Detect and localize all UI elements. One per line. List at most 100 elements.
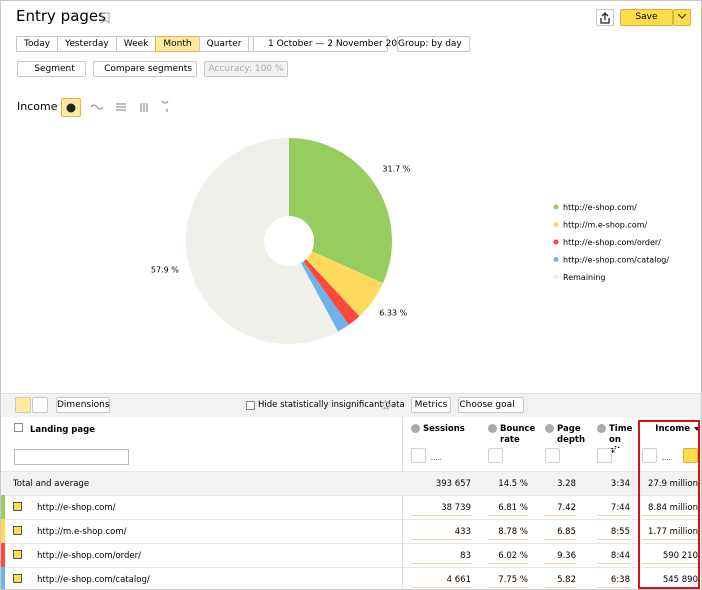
cell: 6.02 % [488,551,528,561]
period-button[interactable]: Today [16,36,58,52]
cell-bar [545,539,576,540]
checkbox[interactable] [246,401,255,410]
percent-toggle [431,451,441,460]
save-button[interactable]: Save [620,9,673,26]
cell: 3.28 [545,479,576,489]
save-menu[interactable] [673,9,691,26]
cell-bar [488,587,528,588]
view-icons[interactable] [89,101,179,113]
cell: 433 [411,527,471,537]
checkbox[interactable] [14,423,23,432]
compare-button[interactable]: Compare segments [93,61,197,77]
pie-chart: 31.7 %http://e-shop.com/6.33 %http://m.e… [1,121,701,391]
chart-title: Income [17,100,57,113]
row-checkbox[interactable] [13,574,22,583]
row-label[interactable]: http://m.e-shop.com/ [37,527,126,537]
cell: 4 661 [411,575,471,585]
cell-bar [597,587,630,588]
cell-bar [411,515,471,516]
row-checkbox[interactable] [13,502,22,511]
cell: 7:44 [597,503,630,513]
highlight-box [638,420,700,589]
tree-view[interactable] [32,397,48,413]
legend-label[interactable]: http://e-shop.com/ [563,203,637,212]
date-range[interactable]: 1 October — 2 November 2015 [253,36,388,52]
row-color [1,543,5,567]
pie-hole [264,216,314,266]
group-select[interactable]: Group: by day [397,36,470,52]
cell: 9.36 [545,551,576,561]
column-header[interactable]: Page depth [557,424,578,446]
legend-swatch [554,205,559,210]
gear-icon[interactable] [381,400,391,410]
pie-view[interactable] [61,98,81,117]
cell: 8.78 % [488,527,528,537]
cell-bar [597,515,630,516]
cell: 8:44 [597,551,630,561]
legend-label[interactable]: Remaining [563,273,605,282]
column-header[interactable]: Sessions [423,424,473,435]
row-checkbox[interactable] [13,550,22,559]
info-icon [545,424,554,433]
cell: 3:34 [597,479,630,489]
period-button[interactable]: Week [116,36,157,52]
export-button[interactable] [596,9,614,26]
period-button[interactable]: Quarter [199,36,250,52]
row-color [1,519,5,543]
bar-toggle[interactable] [561,448,576,463]
legend-label[interactable]: http://e-shop.com/catalog/ [563,256,669,265]
cell: 5.82 [545,575,576,585]
slice-label: 6.33 % [379,308,407,317]
pie-toggle[interactable] [411,448,426,463]
accuracy-select[interactable]: Accuracy: 100 % [204,61,288,77]
search-input[interactable] [14,449,129,465]
cell-bar [411,539,471,540]
row-checkbox[interactable] [13,526,22,535]
cell: 83 [411,551,471,561]
cell-bar [488,539,528,540]
dimension-header[interactable]: Landing page [30,425,95,436]
period-group: TodayYesterdayWeekMonthQuarterYear [17,36,283,52]
period-button[interactable]: Month [155,36,199,52]
row-color [1,567,5,590]
period-button[interactable]: Yesterday [57,36,117,52]
cell-bar [545,563,576,564]
row-label[interactable]: http://e-shop.com/catalog/ [37,575,150,585]
bar-toggle[interactable] [456,448,471,463]
bar-toggle[interactable] [513,448,528,463]
cell: 8:55 [597,527,630,537]
bar-toggle[interactable] [615,448,630,463]
cell-bar [411,563,471,564]
bookmark-icon[interactable] [101,12,110,24]
cell-bar [488,515,528,516]
list-view[interactable] [15,397,31,413]
pie-toggle[interactable] [488,448,503,463]
cell: 6.81 % [488,503,528,513]
row-color [1,495,5,519]
pie-toggle[interactable] [545,448,560,463]
info-icon [597,424,606,433]
slice-label: 57.9 % [151,265,179,274]
dimensions-button[interactable]: Dimensions [56,397,110,413]
cell: 7.75 % [488,575,528,585]
metrics-button[interactable]: Metrics [411,397,451,413]
pie-toggle[interactable] [597,448,612,463]
cell: 38 739 [411,503,471,513]
cell: 6:38 [597,575,630,585]
legend-label[interactable]: http://e-shop.com/order/ [563,238,661,247]
legend-swatch [554,257,559,262]
row-label[interactable]: http://e-shop.com/order/ [37,551,141,561]
row-label[interactable]: http://e-shop.com/ [37,503,115,513]
column-header[interactable]: Bounce rate [500,424,530,446]
legend-swatch [554,222,559,227]
legend-label[interactable]: http://m.e-shop.com/ [563,221,647,230]
goal-select[interactable]: Choose goal [458,397,524,413]
cell: 7.42 [545,503,576,513]
cell-bar [411,587,471,588]
legend-swatch [554,275,559,280]
cell-bar [545,587,576,588]
segment-button[interactable]: Segment [17,61,86,77]
table: Landing page Sessions Bounce rate Page dept… [1,417,701,589]
cell-bar [597,539,630,540]
